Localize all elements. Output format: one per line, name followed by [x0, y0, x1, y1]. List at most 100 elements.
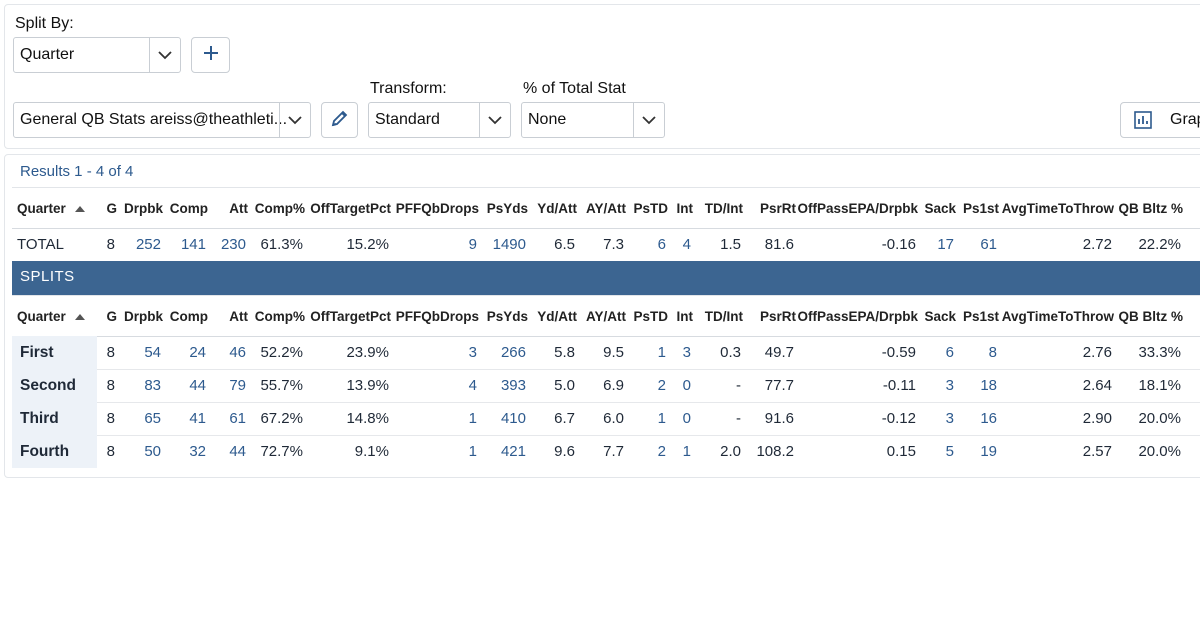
cell-ps1st[interactable]: 19: [980, 443, 997, 460]
column-header-yd-att[interactable]: Yd/Att: [529, 296, 577, 336]
cell-drpbk[interactable]: 83: [144, 377, 161, 394]
column-header-offtargetpct[interactable]: OffTargetPct: [306, 188, 391, 228]
column-header-qb-bltz[interactable]: QB Bltz %: [1114, 296, 1183, 336]
cell-comp[interactable]: 32: [189, 443, 206, 460]
cell-comp[interactable]: 141: [180, 236, 206, 253]
cell-pffqbdrops[interactable]: 1: [468, 410, 477, 427]
add-split-button[interactable]: [191, 37, 230, 73]
cell-int[interactable]: 4: [682, 236, 691, 253]
cell-pffqbdrops[interactable]: 4: [468, 377, 477, 394]
column-header-comp[interactable]: Comp: [162, 188, 208, 228]
column-header-int[interactable]: Int: [666, 296, 694, 336]
column-header-avgtimetothrow[interactable]: AvgTimeToThrow: [1000, 296, 1114, 336]
column-header-label: OffTargetPct: [310, 308, 391, 324]
column-header-offtargetpct[interactable]: OffTargetPct: [306, 296, 391, 336]
cell-ps1st[interactable]: 18: [980, 377, 997, 394]
cell-ps1st[interactable]: 8: [988, 344, 997, 361]
cell-att[interactable]: 79: [229, 377, 246, 394]
column-header-drpbk[interactable]: Drpbk: [120, 296, 163, 336]
stat-set-select[interactable]: General QB Stats areiss@theathleti...: [13, 102, 311, 138]
cell-att[interactable]: 46: [229, 344, 246, 361]
column-header-td-int[interactable]: TD/Int: [694, 296, 743, 336]
cell-psyds[interactable]: 410: [500, 410, 526, 427]
column-header-sack[interactable]: Sack: [919, 296, 956, 336]
transform-select[interactable]: Standard: [368, 102, 511, 138]
cell-psyds[interactable]: 393: [500, 377, 526, 394]
cell-pstd[interactable]: 2: [657, 377, 666, 394]
column-header-e[interactable]: E: [1186, 296, 1200, 336]
column-header-pstd[interactable]: PsTD: [625, 296, 668, 336]
cell-pstd[interactable]: 1: [657, 410, 666, 427]
column-header-comp[interactable]: Comp%: [247, 188, 305, 228]
column-header-td-int[interactable]: TD/Int: [694, 188, 743, 228]
cell-att[interactable]: 230: [220, 236, 246, 253]
column-header-g[interactable]: G: [95, 296, 117, 336]
column-header-psyds[interactable]: PsYds: [480, 188, 528, 228]
column-header-ay-att[interactable]: AY/Att: [578, 188, 626, 228]
cell-drpbk[interactable]: 50: [144, 443, 161, 460]
cell-psyds[interactable]: 266: [500, 344, 526, 361]
table-row: Third 8 65 41 61 67.2% 14.8% 1 410 6.7 6.0 1 0-91.6-…: [12, 402, 1200, 436]
cell-drpbk[interactable]: 65: [144, 410, 161, 427]
chevron-down-icon: [633, 103, 664, 137]
column-header-comp[interactable]: Comp%: [247, 296, 305, 336]
column-header-avgtimetothrow[interactable]: AvgTimeToThrow: [1000, 188, 1114, 228]
column-header-att[interactable]: Att: [207, 296, 248, 336]
cell-sack[interactable]: 6: [945, 344, 954, 361]
column-header-ay-att[interactable]: AY/Att: [578, 296, 626, 336]
column-header-offpassepa-drpbk[interactable]: OffPassEPA/Drpbk: [796, 296, 918, 336]
pct-total-select[interactable]: None: [521, 102, 665, 138]
cell-att[interactable]: 44: [229, 443, 246, 460]
column-header-att[interactable]: Att: [207, 188, 248, 228]
column-header-ps1st[interactable]: Ps1st: [956, 296, 999, 336]
column-header-comp[interactable]: Comp: [162, 296, 208, 336]
cell-pffqbdrops[interactable]: 1: [468, 443, 477, 460]
edit-stat-set-button[interactable]: [321, 102, 358, 138]
column-header-quarter[interactable]: Quarter: [17, 188, 97, 228]
cell-pstd[interactable]: 6: [657, 236, 666, 253]
column-header-e[interactable]: E: [1186, 188, 1200, 228]
cell-att[interactable]: 61: [229, 410, 246, 427]
column-header-psrrt[interactable]: PsrRt: [744, 296, 796, 336]
cell-int[interactable]: 3: [682, 344, 691, 361]
cell-pstd[interactable]: 2: [657, 443, 666, 460]
column-header-pstd[interactable]: PsTD: [625, 188, 668, 228]
cell-drpbk[interactable]: 54: [144, 344, 161, 361]
cell-psyds[interactable]: 1490: [492, 236, 526, 253]
split-by-select[interactable]: Quarter: [13, 37, 181, 73]
cell-comp[interactable]: 44: [189, 377, 206, 394]
sort-ascending-icon[interactable]: [74, 313, 85, 320]
sort-ascending-icon[interactable]: [74, 205, 85, 212]
column-header-offpassepa-drpbk[interactable]: OffPassEPA/Drpbk: [796, 188, 918, 228]
column-header-qb-bltz[interactable]: QB Bltz %: [1114, 188, 1183, 228]
cell-sack[interactable]: 17: [937, 236, 954, 253]
cell-pstd[interactable]: 1: [657, 344, 666, 361]
cell-sack[interactable]: 3: [945, 410, 954, 427]
cell-int[interactable]: 0: [682, 410, 691, 427]
cell-sack[interactable]: 5: [945, 443, 954, 460]
column-header-drpbk[interactable]: Drpbk: [120, 188, 163, 228]
column-header-ps1st[interactable]: Ps1st: [956, 188, 999, 228]
column-header-pffqbdrops[interactable]: PFFQbDrops: [393, 296, 479, 336]
cell-comp[interactable]: 41: [189, 410, 206, 427]
column-header-int[interactable]: Int: [666, 188, 694, 228]
cell-int[interactable]: 1: [682, 443, 691, 460]
graph-button[interactable]: Grap: [1120, 102, 1200, 138]
cell-drpbk[interactable]: 252: [135, 236, 161, 253]
cell-ps1st[interactable]: 61: [980, 236, 997, 253]
column-header-label: PsYds: [486, 308, 528, 324]
column-header-g[interactable]: G: [95, 188, 117, 228]
cell-int[interactable]: 0: [682, 377, 691, 394]
cell-sack[interactable]: 3: [945, 377, 954, 394]
cell-pffqbdrops[interactable]: 9: [468, 236, 477, 253]
column-header-psyds[interactable]: PsYds: [480, 296, 528, 336]
cell-comp[interactable]: 24: [189, 344, 206, 361]
cell-psyds[interactable]: 421: [500, 443, 526, 460]
column-header-psrrt[interactable]: PsrRt: [744, 188, 796, 228]
column-header-sack[interactable]: Sack: [919, 188, 956, 228]
column-header-yd-att[interactable]: Yd/Att: [529, 188, 577, 228]
cell-ps1st[interactable]: 16: [980, 410, 997, 427]
column-header-pffqbdrops[interactable]: PFFQbDrops: [393, 188, 479, 228]
cell-pffqbdrops[interactable]: 3: [468, 344, 477, 361]
column-header-quarter[interactable]: Quarter: [17, 296, 97, 336]
